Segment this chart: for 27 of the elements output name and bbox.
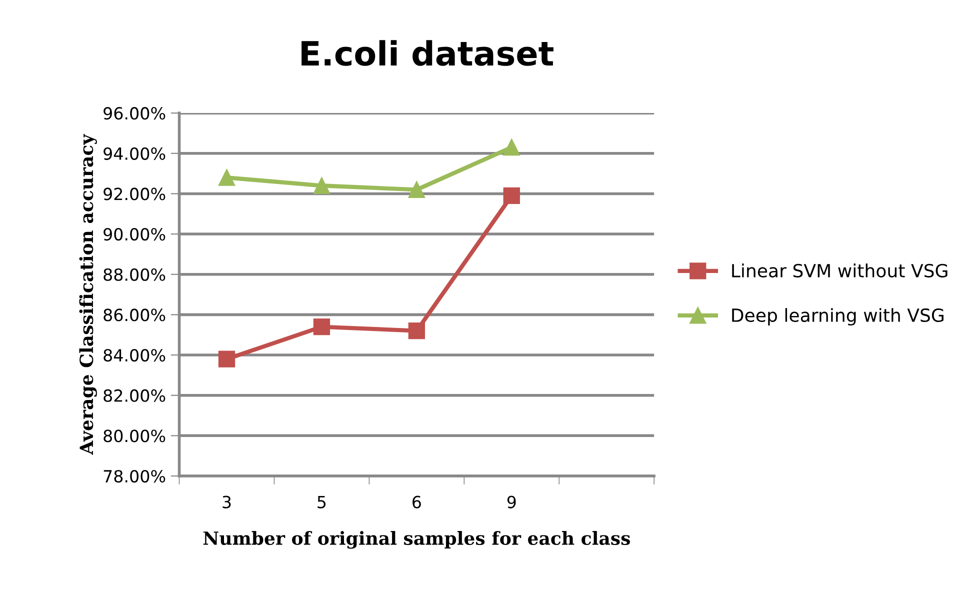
point	[218, 350, 236, 368]
x-tick-label: 6	[412, 496, 421, 508]
y-tick-label: 80.00%	[104, 430, 166, 442]
chart-title: E.coli dataset	[302, 40, 554, 66]
point	[408, 322, 426, 340]
y-axis-title: Average Classification accuracy	[79, 134, 97, 455]
legend-label: Linear SVM without VSG	[732, 264, 948, 278]
x-tick-label: 3	[222, 496, 231, 508]
legend-label: Deep learning with VSG	[732, 308, 944, 326]
y-tick-label: 82.00%	[104, 389, 166, 402]
y-tick-label: 78.00%	[104, 470, 166, 483]
y-tick-label: 88.00%	[104, 268, 166, 281]
point	[313, 177, 330, 194]
y-tick-label: 84.00%	[104, 348, 166, 362]
y-tick-label: 96.00%	[104, 107, 166, 120]
y-tick-label: 94.00%	[104, 147, 166, 160]
y-tick-label: 92.00%	[104, 188, 166, 200]
y-tick-label: 90.00%	[104, 228, 166, 241]
point	[218, 169, 236, 186]
point	[503, 138, 520, 156]
point	[313, 318, 330, 336]
point	[408, 181, 426, 198]
x-tick-label: 5	[318, 496, 326, 508]
x-tick-label: 9	[507, 496, 516, 508]
point	[503, 187, 520, 204]
y-tick-label: 86.00%	[104, 308, 166, 322]
x-axis-title: Number of original samples for each class	[203, 531, 630, 549]
